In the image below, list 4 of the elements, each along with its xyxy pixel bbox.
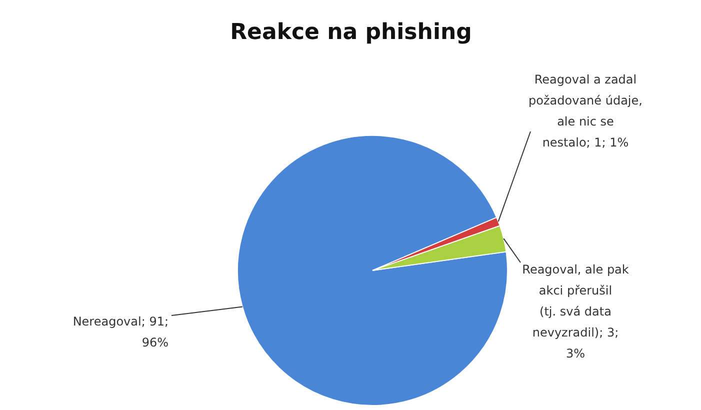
chart-title: Reakce na phishing — [230, 20, 472, 45]
slice-label: Reagoval a zadal požadované údaje, ale nic se nestalo; 1; 1% — [528, 72, 642, 150]
slice-label: Nereagoval; 91; 96% — [72, 314, 169, 350]
slice-label: Reagoval, ale pak akci přerušil (tj. svá data nevyzradil); 3; 3% — [522, 262, 629, 360]
